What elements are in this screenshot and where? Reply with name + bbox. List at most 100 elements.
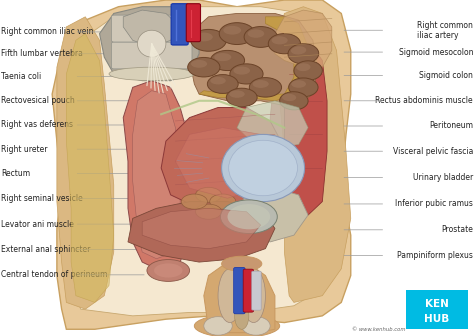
Ellipse shape [195, 33, 213, 41]
FancyBboxPatch shape [111, 42, 192, 69]
Polygon shape [275, 7, 351, 302]
Ellipse shape [147, 259, 190, 282]
Text: Right vas deferens: Right vas deferens [1, 121, 73, 129]
Text: Central tendon of perineum: Central tendon of perineum [1, 270, 107, 279]
Ellipse shape [188, 57, 220, 77]
FancyBboxPatch shape [111, 15, 192, 42]
Ellipse shape [137, 30, 166, 57]
Ellipse shape [210, 50, 245, 71]
Polygon shape [66, 34, 114, 302]
Ellipse shape [235, 302, 249, 329]
Ellipse shape [207, 75, 238, 93]
Text: Urinary bladder: Urinary bladder [413, 173, 473, 182]
Text: Peritoneum: Peritoneum [429, 122, 473, 130]
Ellipse shape [291, 46, 306, 54]
Polygon shape [204, 262, 275, 333]
Ellipse shape [181, 194, 207, 209]
Text: Sigmoid colon: Sigmoid colon [419, 71, 473, 80]
Ellipse shape [282, 94, 296, 101]
Polygon shape [142, 208, 261, 249]
Text: Visceral pelvic fascia: Visceral pelvic fascia [392, 147, 473, 156]
Ellipse shape [296, 63, 310, 71]
Text: Rectovesical pouch: Rectovesical pouch [1, 96, 75, 105]
Ellipse shape [154, 263, 182, 278]
FancyBboxPatch shape [252, 271, 261, 310]
Polygon shape [190, 13, 318, 108]
Ellipse shape [210, 194, 236, 209]
FancyBboxPatch shape [243, 269, 254, 312]
Polygon shape [57, 17, 114, 309]
Polygon shape [52, 0, 351, 329]
Text: Fifth lumbar vertebra: Fifth lumbar vertebra [1, 49, 83, 58]
Ellipse shape [228, 204, 270, 229]
Text: Prostate: Prostate [441, 225, 473, 234]
Polygon shape [123, 10, 180, 47]
Text: KEN: KEN [425, 299, 449, 309]
FancyBboxPatch shape [186, 4, 201, 42]
Polygon shape [199, 17, 308, 101]
Text: Sigmoid mesocolon: Sigmoid mesocolon [399, 48, 473, 56]
Ellipse shape [230, 64, 263, 84]
Ellipse shape [242, 269, 265, 323]
Ellipse shape [291, 80, 306, 88]
Polygon shape [275, 10, 332, 67]
Ellipse shape [220, 200, 277, 234]
FancyBboxPatch shape [171, 4, 188, 45]
FancyBboxPatch shape [406, 290, 468, 329]
Text: © www.kenhub.com: © www.kenhub.com [352, 327, 405, 332]
Ellipse shape [204, 317, 232, 335]
Ellipse shape [253, 80, 269, 88]
Polygon shape [66, 7, 332, 316]
Text: Rectus abdominis muscle: Rectus abdominis muscle [375, 96, 473, 105]
Ellipse shape [249, 78, 282, 97]
Ellipse shape [214, 53, 231, 61]
Ellipse shape [218, 269, 242, 323]
Text: Inferior pubic ramus: Inferior pubic ramus [395, 200, 473, 208]
Ellipse shape [109, 67, 194, 81]
Ellipse shape [210, 77, 226, 84]
FancyBboxPatch shape [234, 267, 245, 314]
Ellipse shape [219, 23, 255, 44]
Polygon shape [123, 81, 190, 269]
Polygon shape [270, 60, 299, 202]
Ellipse shape [288, 44, 319, 64]
Polygon shape [284, 40, 327, 215]
Ellipse shape [191, 30, 227, 51]
Ellipse shape [233, 67, 250, 75]
Text: Right seminal vesicle: Right seminal vesicle [1, 194, 82, 203]
Ellipse shape [195, 187, 221, 202]
Ellipse shape [289, 78, 318, 97]
Polygon shape [128, 202, 275, 262]
Ellipse shape [242, 317, 270, 335]
Text: External anal sphincter: External anal sphincter [1, 245, 91, 254]
Text: Levator ani muscle: Levator ani muscle [1, 220, 74, 228]
Text: Pampiniform plexus: Pampiniform plexus [397, 251, 473, 260]
Ellipse shape [227, 88, 257, 107]
Polygon shape [237, 101, 308, 148]
Text: Right ureter: Right ureter [1, 145, 47, 154]
Polygon shape [161, 108, 284, 208]
Ellipse shape [268, 34, 301, 54]
Text: Right common iliac vein: Right common iliac vein [1, 28, 93, 36]
Ellipse shape [294, 61, 322, 80]
Ellipse shape [229, 140, 298, 196]
Ellipse shape [223, 26, 241, 35]
Ellipse shape [221, 256, 262, 271]
Ellipse shape [222, 134, 305, 202]
Polygon shape [175, 128, 275, 198]
Text: Taenia coli: Taenia coli [1, 72, 41, 81]
Ellipse shape [272, 36, 288, 44]
Polygon shape [133, 91, 180, 259]
Polygon shape [100, 7, 199, 81]
Ellipse shape [195, 204, 221, 219]
Ellipse shape [194, 314, 280, 336]
Text: HUB: HUB [424, 313, 450, 324]
Text: Rectum: Rectum [1, 169, 30, 178]
Polygon shape [232, 188, 308, 242]
Ellipse shape [229, 90, 245, 98]
Ellipse shape [244, 27, 277, 47]
Text: Right common
iliac artery: Right common iliac artery [417, 20, 473, 40]
Ellipse shape [247, 30, 264, 38]
Ellipse shape [191, 60, 207, 68]
Ellipse shape [280, 92, 308, 110]
